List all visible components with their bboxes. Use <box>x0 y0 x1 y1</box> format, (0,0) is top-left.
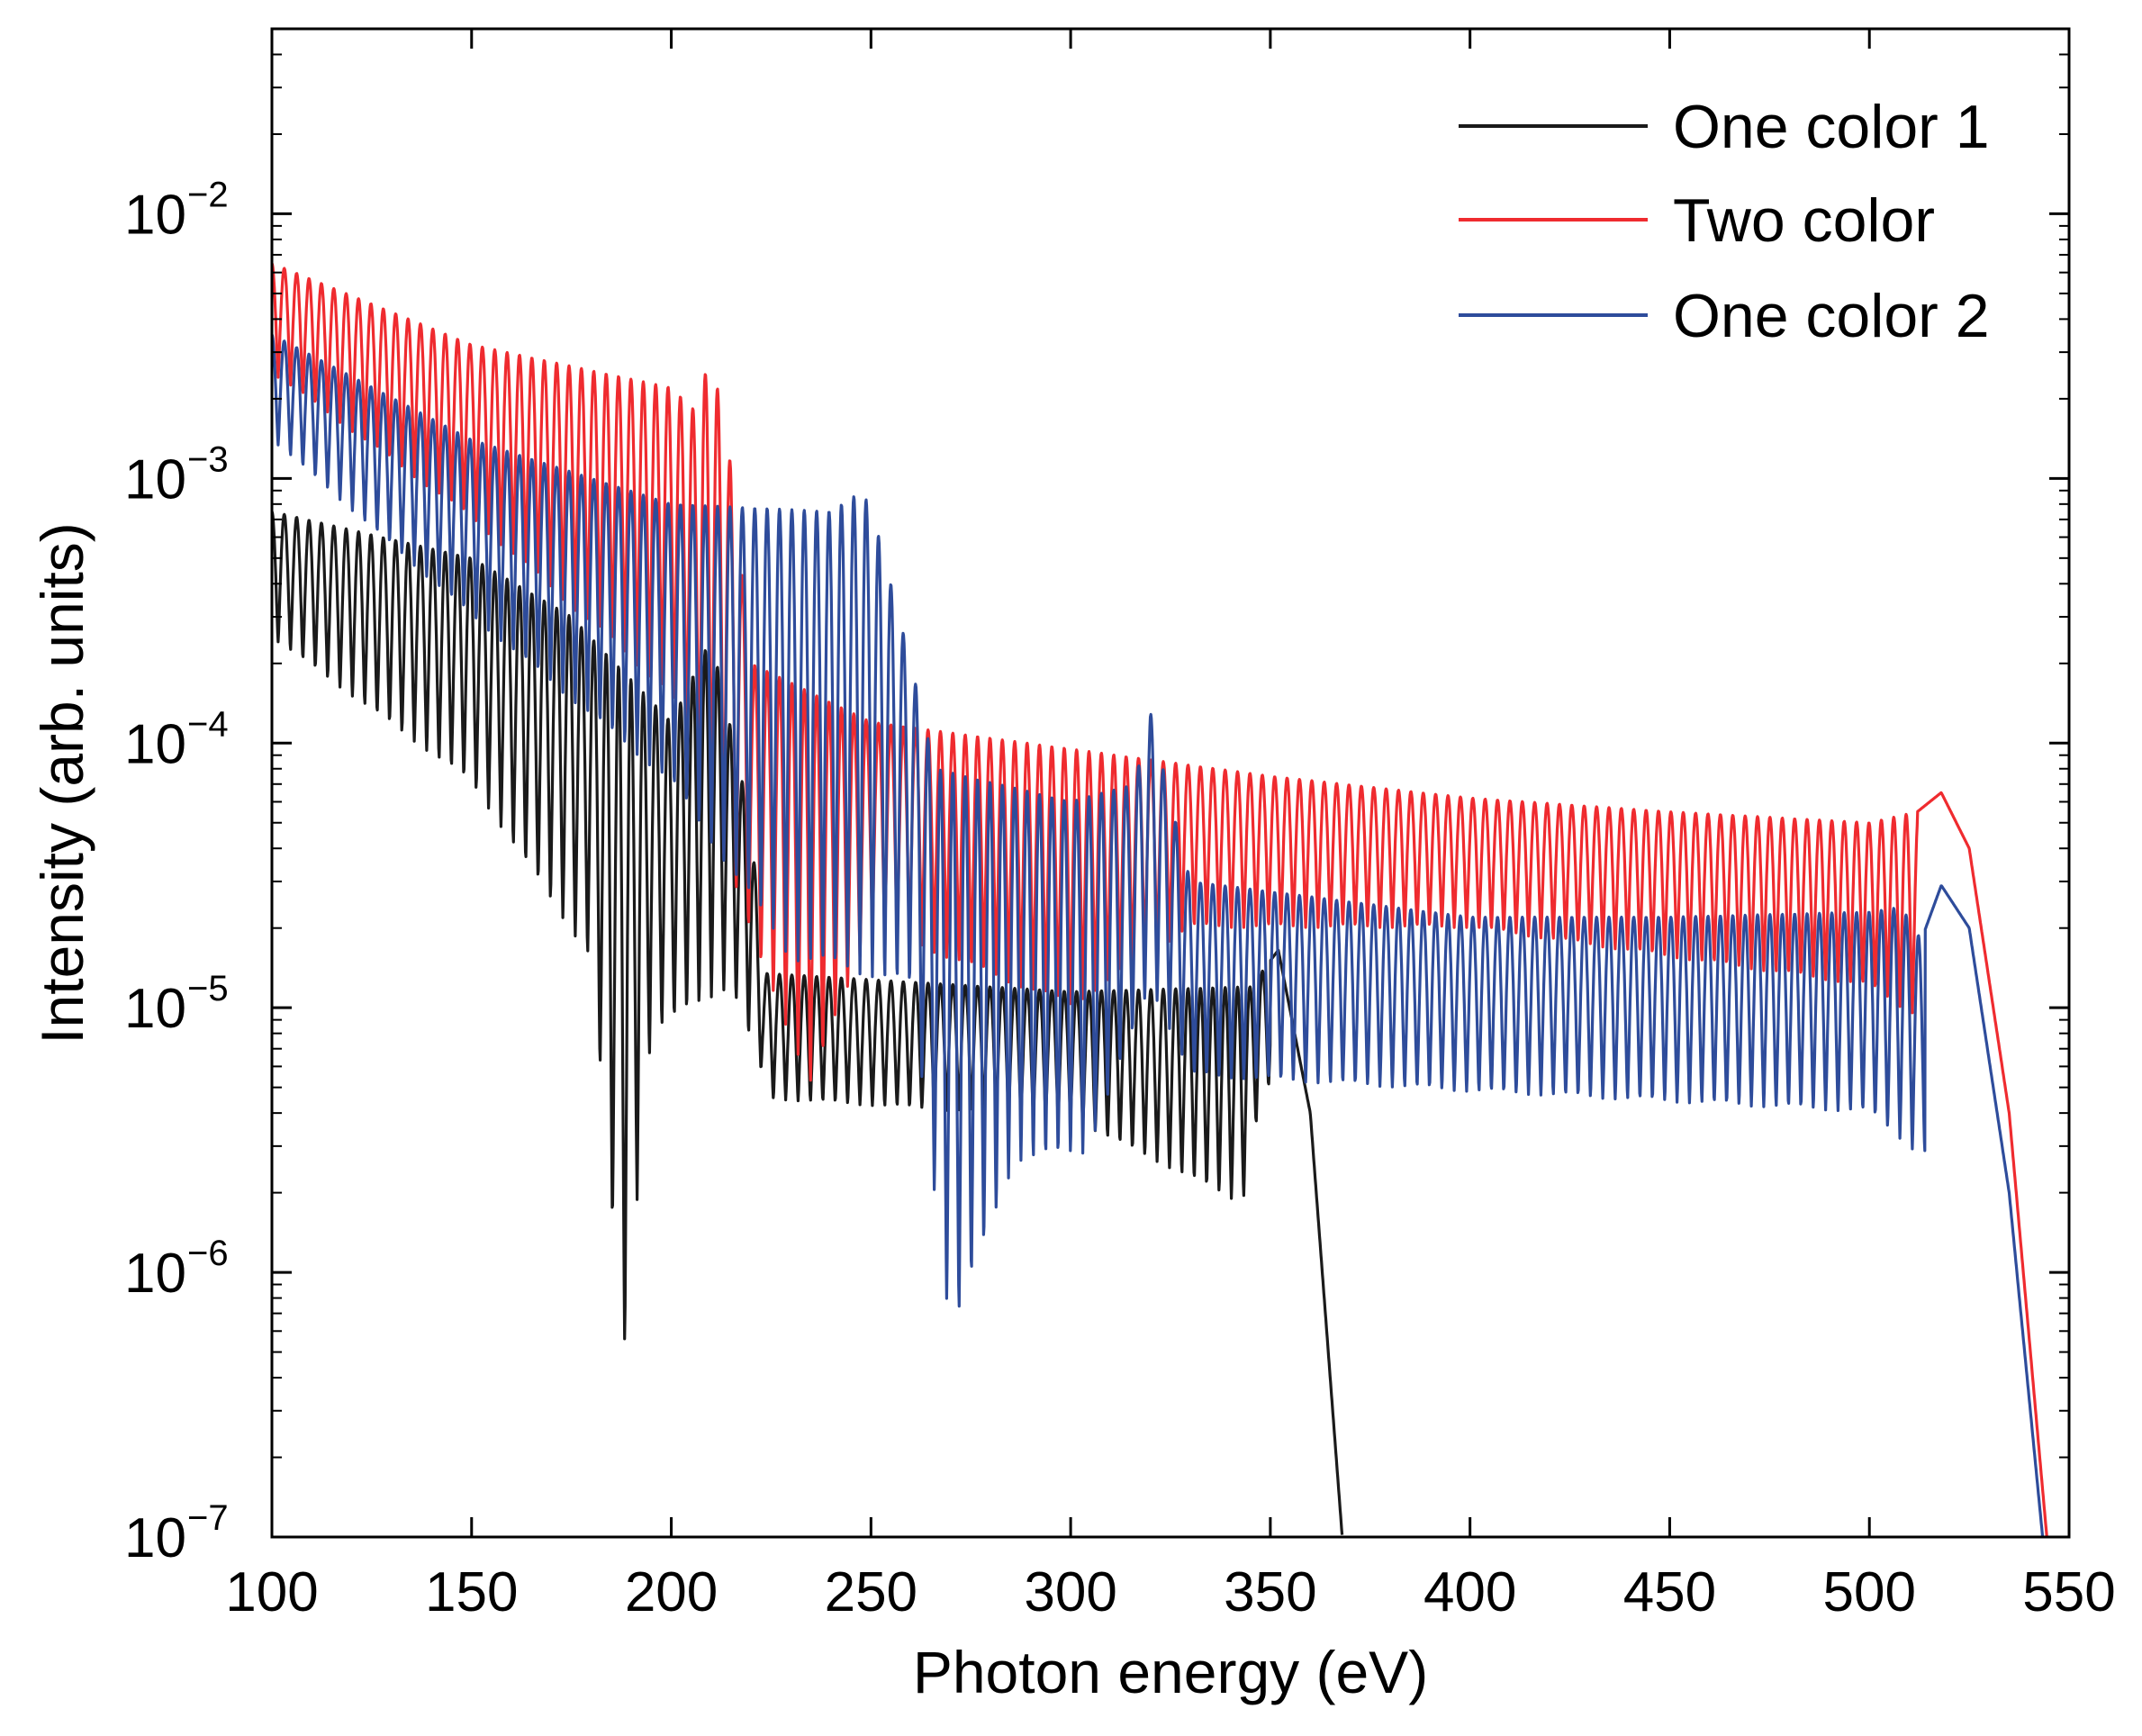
x-tick-label: 500 <box>1822 1561 1915 1623</box>
y-tick-exponent: −3 <box>187 439 229 479</box>
axis-layer: 100 150 200 250 300 350 400 450 500 55010−210−310… <box>124 29 2116 1623</box>
x-tick-label: 250 <box>825 1561 917 1623</box>
series-line-one-color-1 <box>272 511 1344 1535</box>
x-tick-label: 200 <box>625 1561 718 1623</box>
x-axis-title: Photon energy (eV) <box>913 1639 1428 1705</box>
legend: One color 1 Two color One color 2 <box>1459 93 1990 350</box>
series-line-two-color <box>272 262 2048 1537</box>
y-tick-label: 10 <box>124 1243 186 1305</box>
legend-item-two-color: Two color <box>1459 186 1935 255</box>
y-tick-label: 10 <box>124 448 186 511</box>
y-tick-exponent: −2 <box>187 175 229 214</box>
series-line-one-color-2 <box>272 333 2045 1537</box>
legend-label-one-color-1: One color 1 <box>1673 93 1990 161</box>
y-axis-title: Intensity (arb. units) <box>29 522 95 1044</box>
y-tick-exponent: −5 <box>187 969 229 1008</box>
y-tick-exponent: −4 <box>187 704 229 744</box>
x-tick-label: 300 <box>1024 1561 1116 1623</box>
x-tick-label: 450 <box>1623 1561 1716 1623</box>
y-tick-label: 10 <box>124 713 186 775</box>
y-tick-exponent: −6 <box>187 1234 229 1273</box>
legend-item-one-color-2: One color 2 <box>1459 282 1990 350</box>
y-tick-exponent: −7 <box>187 1498 229 1538</box>
series-layer <box>272 262 2048 1537</box>
x-tick-label: 400 <box>1423 1561 1516 1623</box>
x-tick-label: 550 <box>2022 1561 2115 1623</box>
y-tick-label: 10 <box>124 1507 186 1569</box>
plot-frame <box>270 27 2071 1539</box>
x-tick-label: 150 <box>425 1561 518 1623</box>
legend-label-one-color-2: One color 2 <box>1673 282 1990 350</box>
y-tick-label: 10 <box>124 978 186 1040</box>
x-tick-label: 350 <box>1224 1561 1316 1623</box>
legend-label-two-color: Two color <box>1673 186 1935 255</box>
y-tick-label: 10 <box>124 184 186 246</box>
x-tick-label: 100 <box>225 1561 318 1623</box>
legend-item-one-color-1: One color 1 <box>1459 93 1990 161</box>
